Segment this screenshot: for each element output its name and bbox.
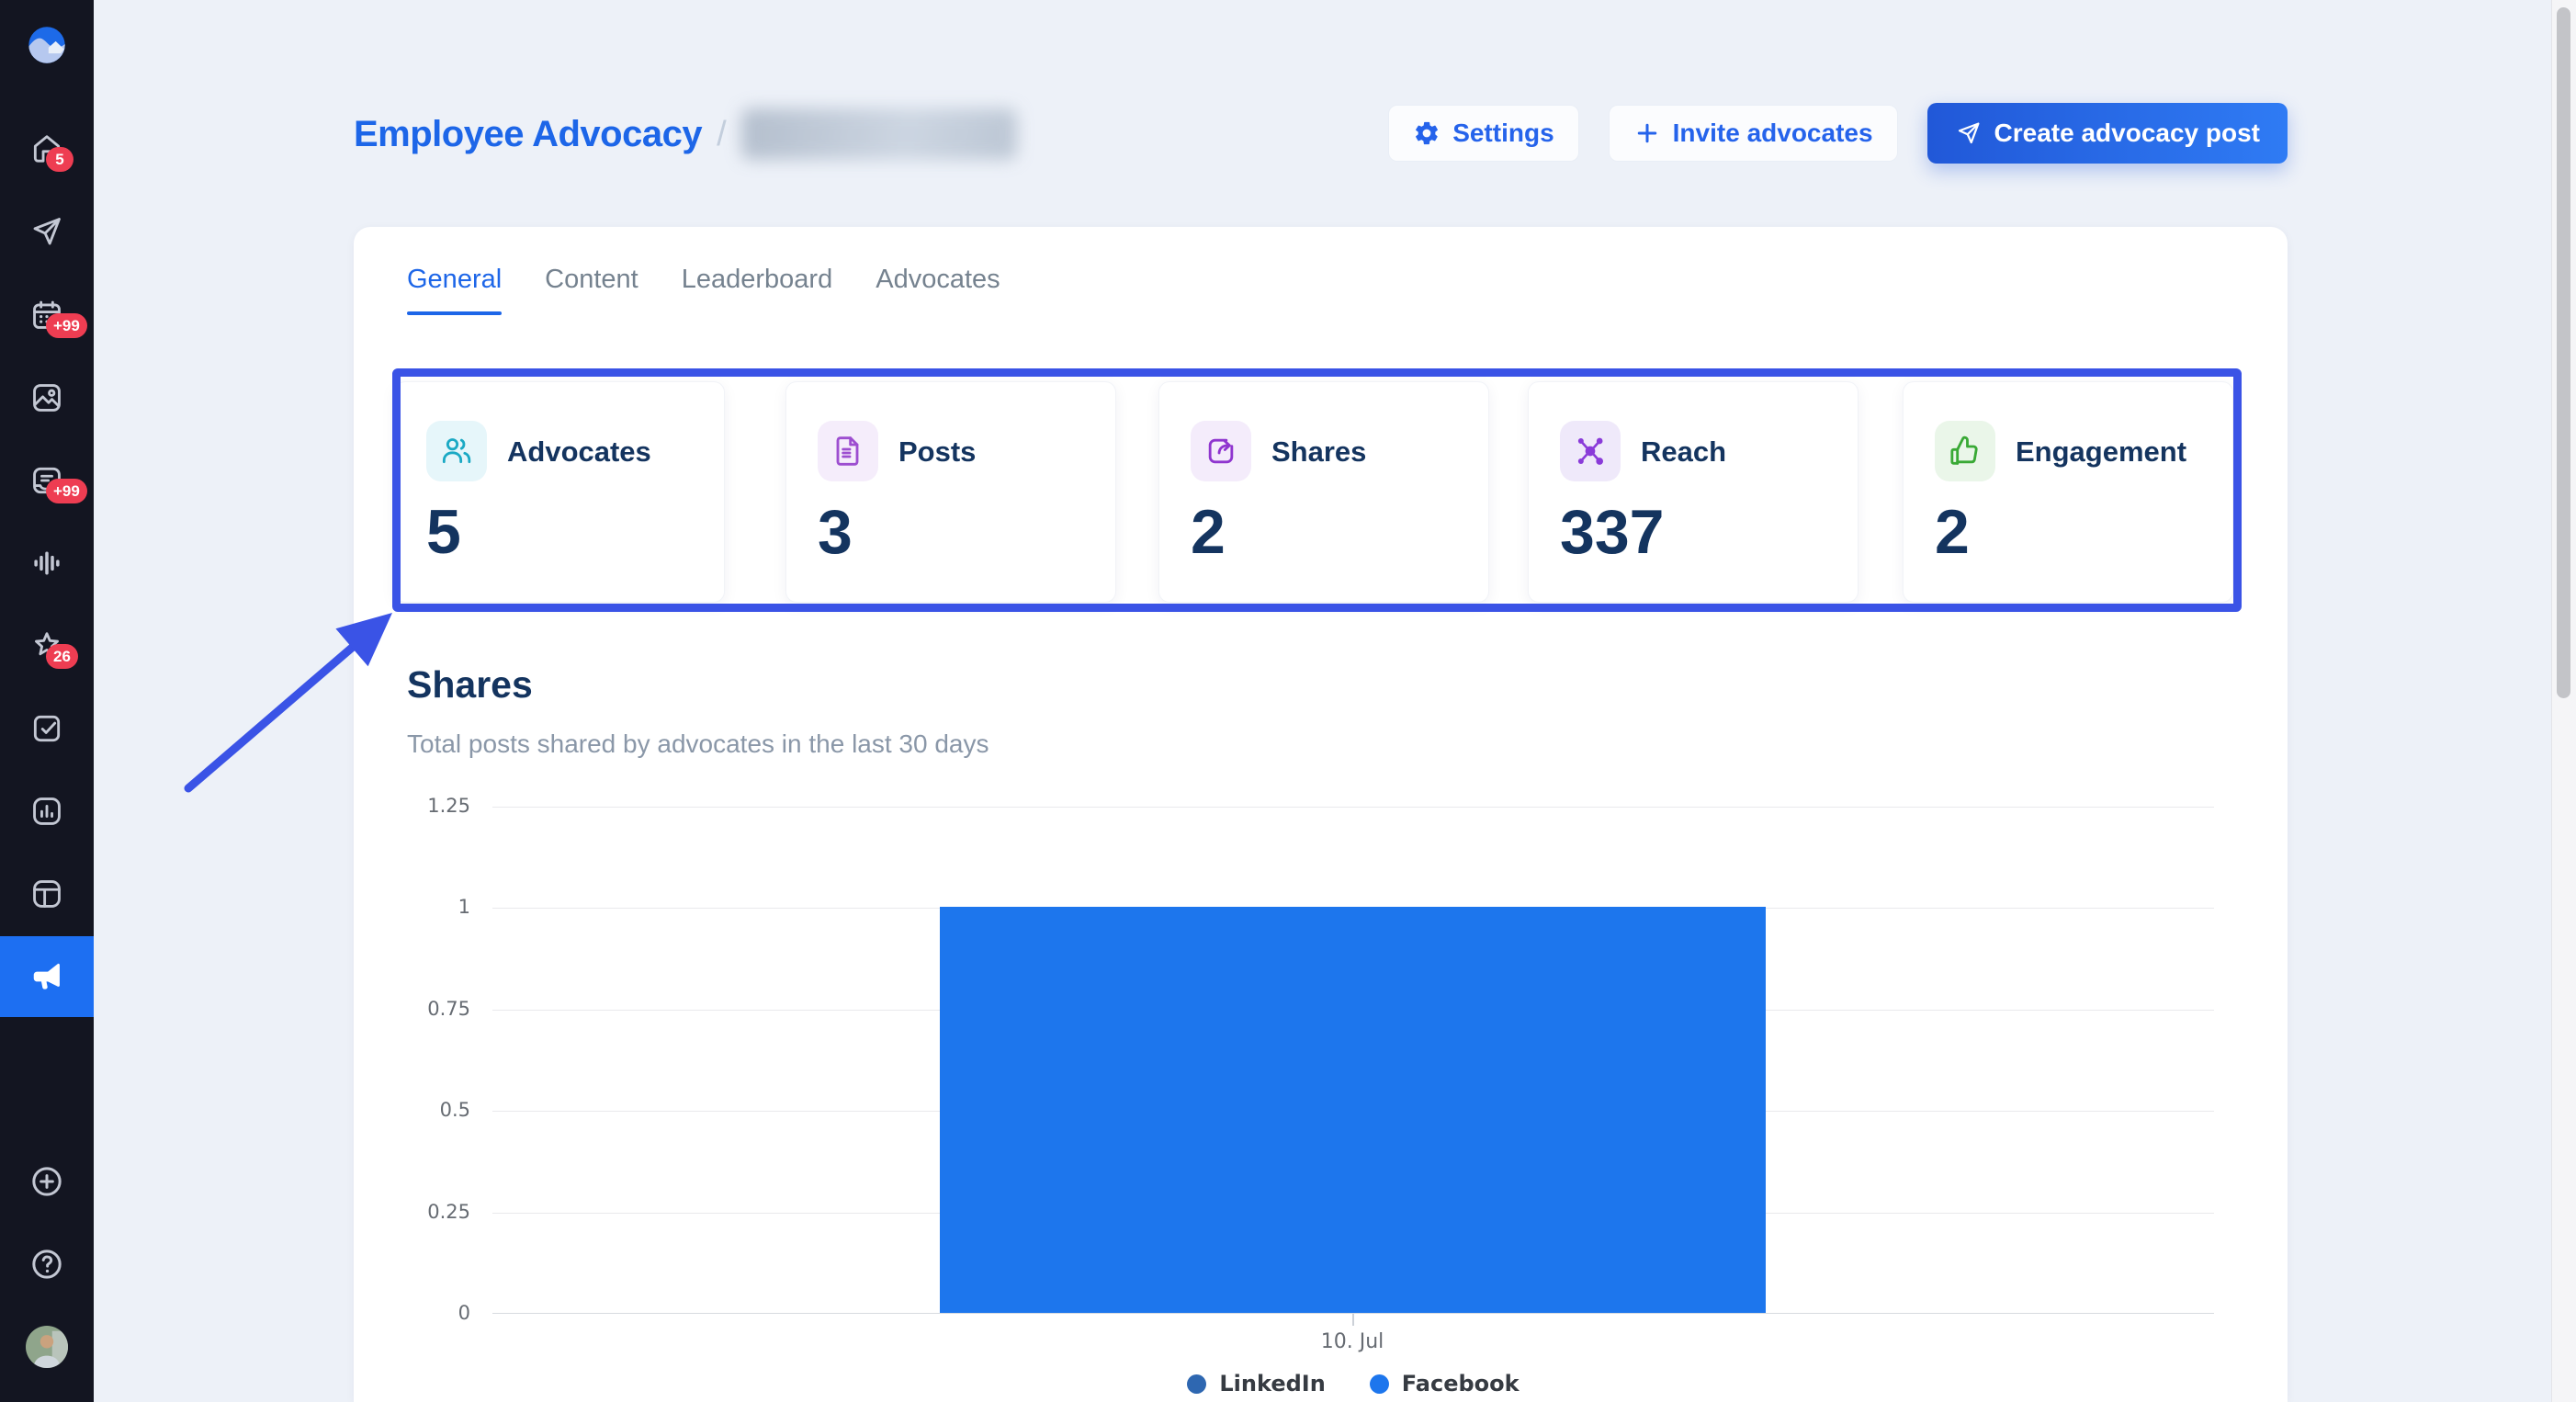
chart-legend: LinkedIn Facebook — [492, 1371, 2214, 1396]
app-screen: 5 +99 +99 26 — [0, 0, 2576, 1402]
sidebar-item-listen[interactable] — [0, 534, 94, 593]
create-advocacy-post-label: Create advocacy post — [1994, 119, 2260, 148]
x-tick-mark — [1352, 1314, 1354, 1326]
sidebar-item-media[interactable] — [0, 368, 94, 427]
gridline — [492, 807, 2214, 808]
stat-label: Shares — [1271, 435, 1366, 469]
image-icon — [29, 380, 64, 415]
stat-label: Advocates — [507, 435, 651, 469]
gear-icon — [1413, 119, 1441, 147]
legend-facebook[interactable]: Facebook — [1370, 1371, 1520, 1396]
chart-bar-facebook — [940, 907, 1766, 1313]
stat-value: 2 — [1935, 496, 1970, 568]
stat-value: 5 — [426, 496, 461, 568]
invite-advocates-button[interactable]: Invite advocates — [1609, 105, 1898, 162]
sidebar-item-analytics[interactable] — [0, 782, 94, 841]
legend-linkedin[interactable]: LinkedIn — [1187, 1371, 1325, 1396]
settings-button[interactable]: Settings — [1388, 105, 1578, 162]
shares-share-icon — [1191, 421, 1251, 481]
invite-advocates-label: Invite advocates — [1673, 119, 1873, 148]
layout-icon — [29, 876, 64, 911]
stat-label: Reach — [1641, 435, 1726, 469]
sidebar-item-add-new[interactable] — [0, 1152, 94, 1211]
facebook-dot-icon — [1370, 1374, 1389, 1394]
reach-network-icon — [1560, 421, 1621, 481]
y-tick: 1 — [333, 896, 470, 918]
x-tick-label: 10. Jul — [1260, 1330, 1444, 1353]
y-tick: 0 — [333, 1302, 470, 1324]
logo-icon — [27, 25, 67, 65]
check-square-icon — [29, 711, 64, 746]
megaphone-icon — [29, 959, 64, 994]
y-tick: 1.25 — [333, 795, 470, 817]
sidebar: 5 +99 +99 26 — [0, 0, 94, 1402]
stat-value: 3 — [818, 496, 853, 568]
settings-button-label: Settings — [1452, 119, 1554, 148]
inbox-badge: +99 — [46, 479, 87, 503]
sidebar-item-reports[interactable] — [0, 865, 94, 923]
stat-card-advocates: Advocates 5 — [394, 381, 725, 603]
y-tick: 0.75 — [333, 998, 470, 1020]
plot-area: 10. Jul — [492, 807, 2214, 1314]
tab-leaderboard[interactable]: Leaderboard — [682, 265, 832, 315]
stat-card-shares: Shares 2 — [1158, 381, 1489, 603]
tab-bar: General Content Leaderboard Advocates — [407, 265, 1000, 315]
sidebar-item-help[interactable] — [0, 1235, 94, 1294]
sidebar-item-advocacy-active[interactable] — [0, 936, 94, 1017]
audio-wave-icon — [29, 546, 64, 581]
section-subtitle: Total posts shared by advocates in the l… — [407, 729, 989, 759]
breadcrumb-separator: / — [717, 115, 727, 154]
bar-chart-icon — [29, 794, 64, 829]
avatar-photo — [26, 1326, 68, 1368]
linkedin-dot-icon — [1187, 1374, 1206, 1394]
tab-content[interactable]: Content — [545, 265, 638, 315]
y-tick: 0.5 — [333, 1099, 470, 1121]
section-title: Shares — [407, 663, 533, 707]
page-header: Employee Advocacy / — [354, 108, 1017, 160]
legend-label: Facebook — [1402, 1371, 1520, 1396]
page-scrollbar-track[interactable] — [2551, 0, 2576, 1402]
header-actions: Settings Invite advocates Create advocac… — [1388, 103, 2288, 164]
sidebar-item-tasks[interactable] — [0, 699, 94, 758]
y-tick: 0.25 — [333, 1201, 470, 1223]
create-advocacy-post-button[interactable]: Create advocacy post — [1927, 103, 2288, 164]
stat-label: Posts — [898, 435, 976, 469]
stat-card-posts: Posts 3 — [785, 381, 1116, 603]
tab-general[interactable]: General — [407, 265, 502, 315]
sidebar-item-reviews[interactable]: 26 — [0, 616, 94, 675]
sidebar-item-calendar[interactable]: +99 — [0, 286, 94, 345]
page-scrollbar-thumb[interactable] — [2557, 7, 2570, 698]
company-name-blurred — [741, 108, 1017, 160]
legend-label: LinkedIn — [1219, 1371, 1325, 1396]
sidebar-item-publish[interactable] — [0, 202, 94, 261]
posts-document-icon — [818, 421, 878, 481]
app-logo[interactable] — [27, 25, 67, 65]
plus-circle-icon — [28, 1163, 65, 1200]
plus-icon — [1633, 119, 1661, 147]
stat-label: Engagement — [2016, 435, 2186, 469]
send-icon — [29, 214, 64, 249]
home-badge: 5 — [46, 147, 73, 172]
stat-value: 337 — [1560, 496, 1664, 568]
stat-card-reach: Reach 337 — [1528, 381, 1859, 603]
send-plane-icon — [1955, 119, 1983, 147]
user-avatar[interactable] — [26, 1326, 68, 1368]
stat-value: 2 — [1191, 496, 1226, 568]
tab-advocates[interactable]: Advocates — [876, 265, 1000, 315]
stat-card-engagement: Engagement 2 — [1903, 381, 2233, 603]
calendar-badge: +99 — [46, 313, 87, 338]
advocates-people-icon — [426, 421, 487, 481]
sidebar-item-home[interactable]: 5 — [0, 119, 94, 178]
reviews-badge: 26 — [46, 644, 78, 669]
engagement-thumbs-up-icon — [1935, 421, 1995, 481]
page-title: Employee Advocacy — [354, 114, 702, 155]
sidebar-item-inbox[interactable]: +99 — [0, 451, 94, 510]
help-circle-icon — [28, 1246, 65, 1283]
